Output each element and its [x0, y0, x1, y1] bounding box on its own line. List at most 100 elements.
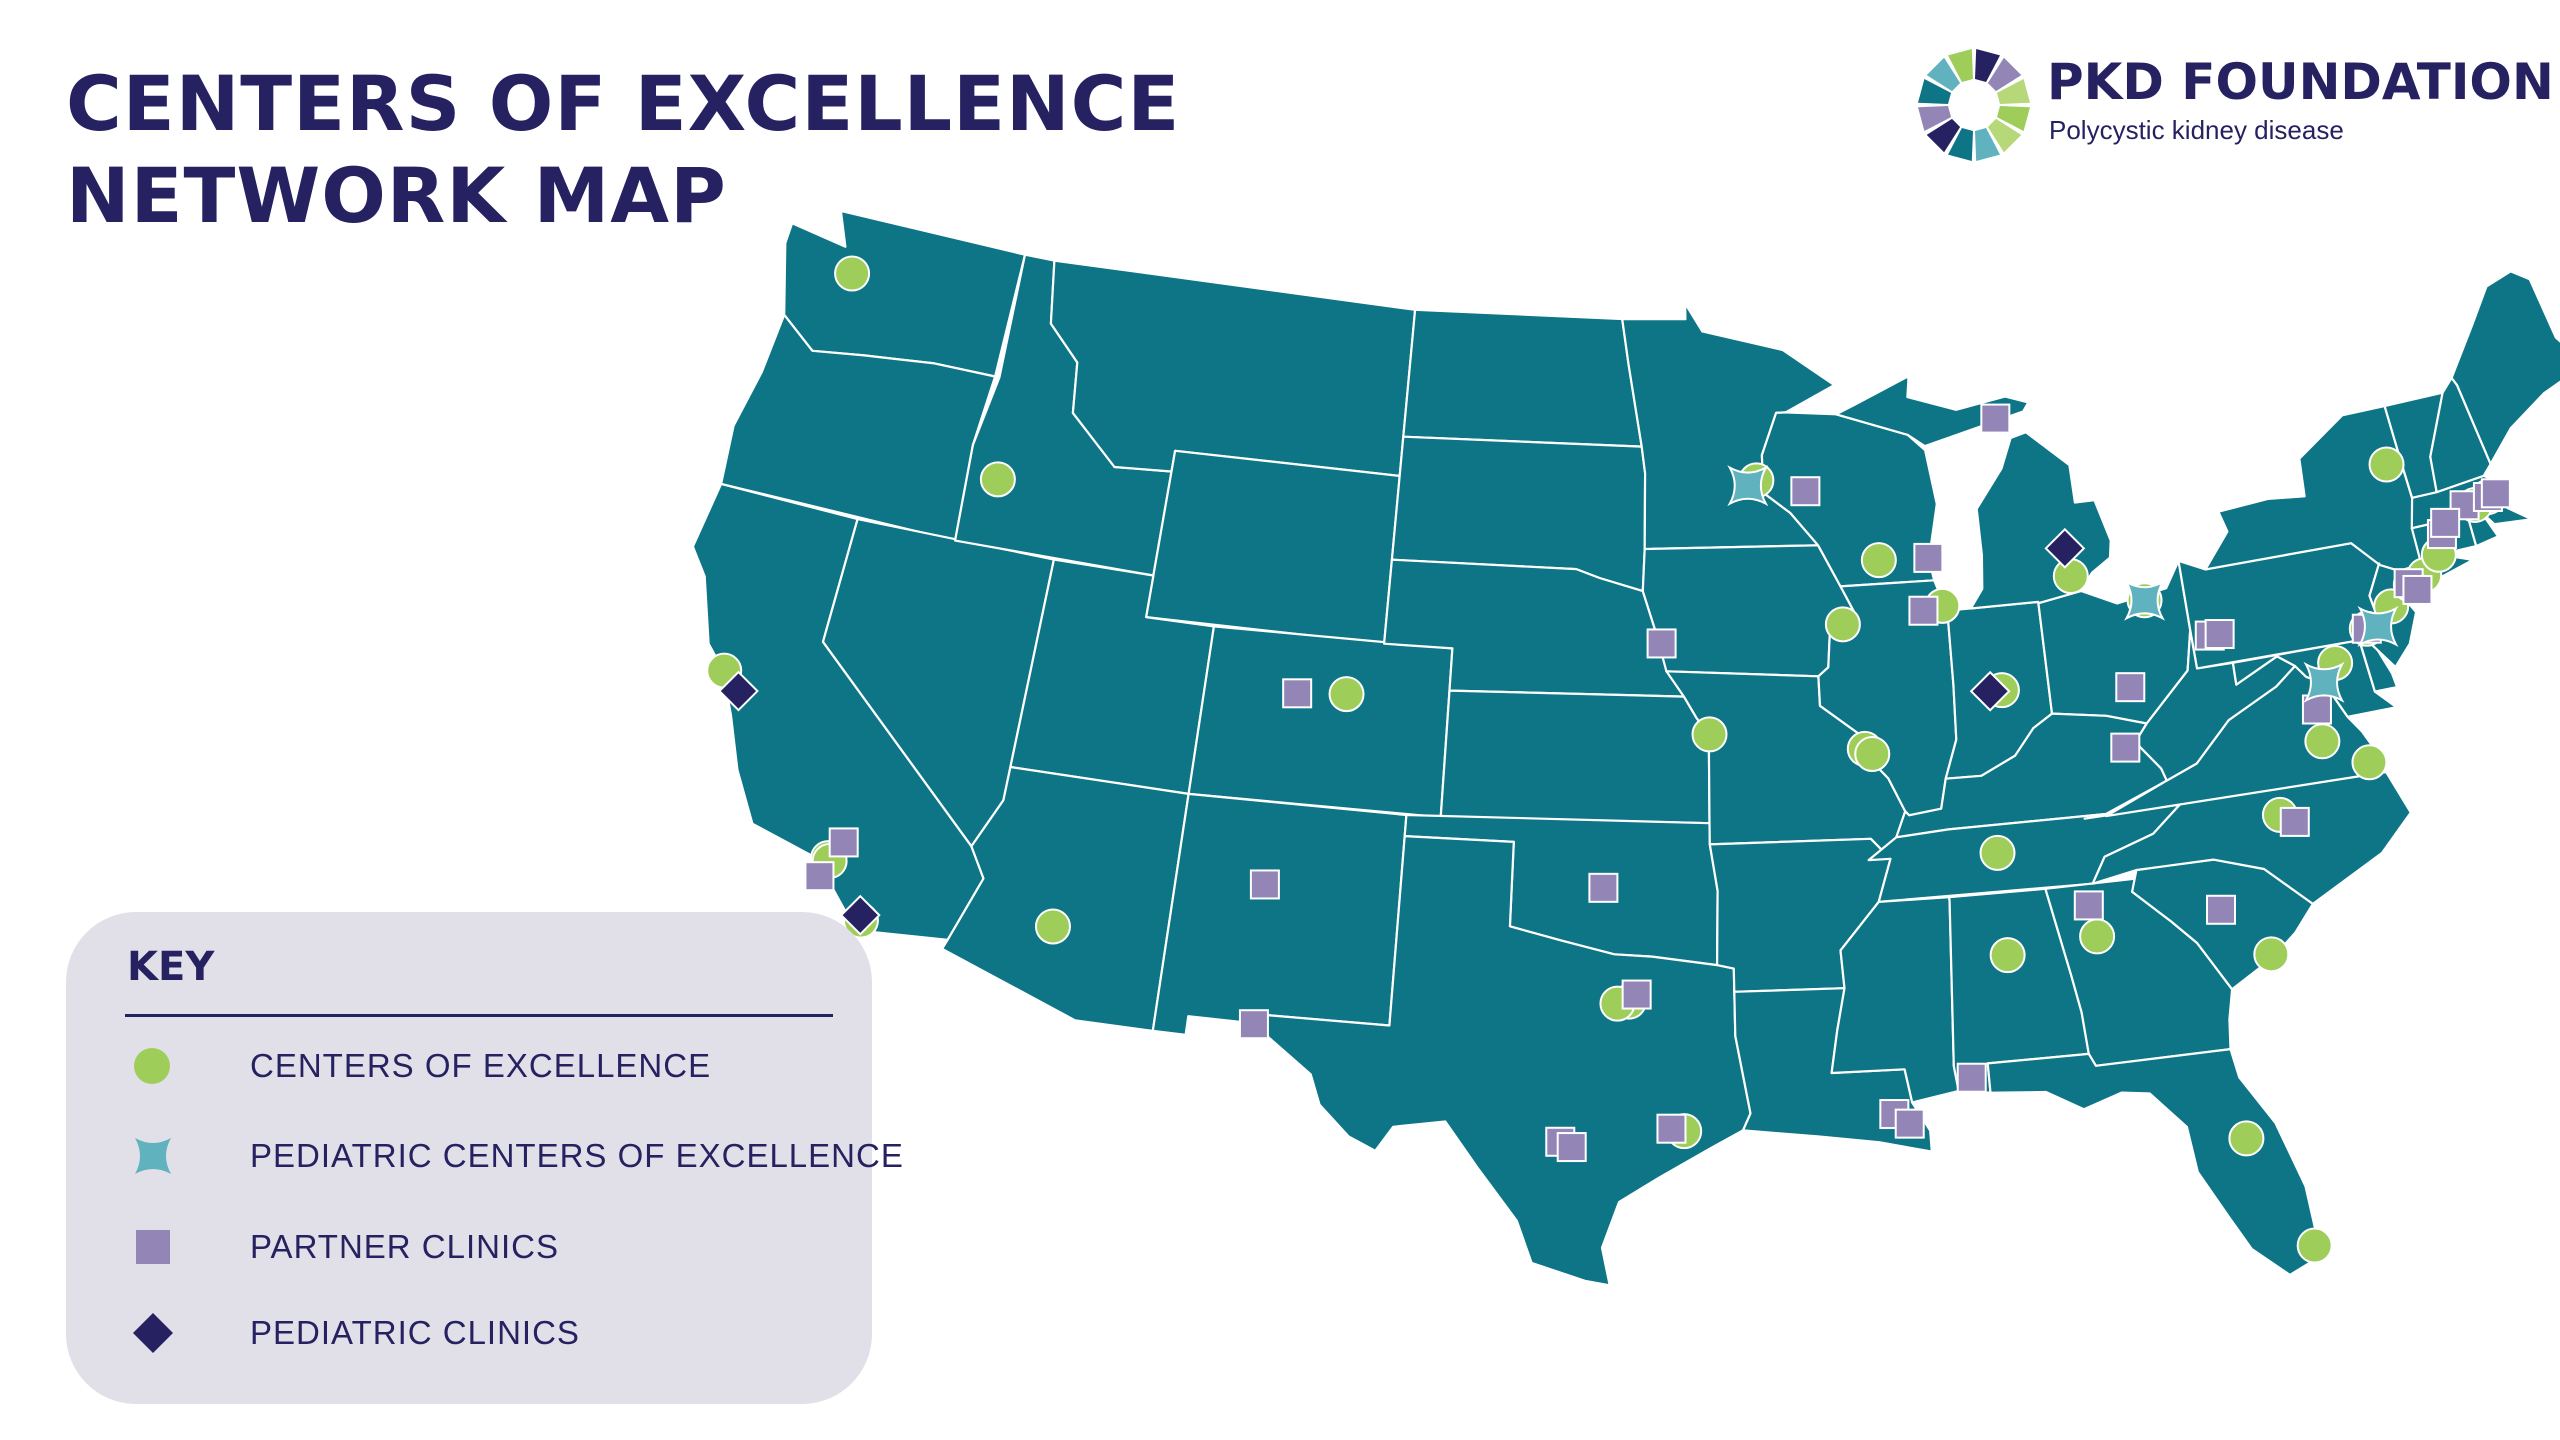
partner-clinic-marker	[2279, 806, 2310, 837]
map-key: KEY CENTERS OF EXCELLENCE PEDIATRIC CENT…	[66, 912, 903, 1404]
state-ks	[1439, 689, 1711, 825]
partner-clinic-marker	[2402, 574, 2433, 605]
center-of-excellence-marker	[2253, 936, 2290, 973]
partner-clinic-marker	[1980, 403, 2011, 434]
navy-diamond-icon	[133, 1313, 173, 1353]
key-item-centers: CENTERS OF EXCELLENCE	[128, 1041, 848, 1091]
pediatric-center-marker	[2124, 579, 2166, 621]
state-nd	[1402, 308, 1643, 448]
partner-clinic-marker	[1621, 979, 1652, 1010]
center-of-excellence-marker	[1989, 937, 2026, 974]
center-of-excellence-marker	[2368, 446, 2405, 483]
partner-clinic-marker	[1894, 1108, 1925, 1139]
key-label-pediatric-centers: PEDIATRIC CENTERS OF EXCELLENCE	[250, 1137, 904, 1174]
state-tx	[1249, 834, 1752, 1287]
partner-clinic-marker	[1956, 1062, 1987, 1093]
center-of-excellence-marker	[2296, 1227, 2333, 1264]
partner-clinic-marker	[2205, 894, 2236, 925]
pediatric-center-marker	[2357, 605, 2399, 647]
logo-wheel-segment	[1987, 118, 2022, 153]
logo-wheel-segment	[1975, 49, 2000, 82]
logo-wheel-segment	[1987, 57, 2022, 92]
center-of-excellence-marker	[1691, 716, 1728, 753]
logo-wheel-segment	[1975, 128, 2000, 161]
center-of-excellence-marker	[2228, 1120, 2265, 1157]
purple-square-icon	[136, 1230, 170, 1264]
title-line-2: NETWORK MAP	[66, 151, 727, 240]
state-nc	[2083, 770, 2412, 906]
state-me	[2450, 270, 2560, 466]
key-title: KEY	[127, 944, 215, 990]
states-layer	[691, 209, 2560, 1287]
partner-clinic-marker	[804, 861, 835, 892]
partner-clinic-marker	[1913, 542, 1944, 573]
center-of-excellence-marker	[834, 255, 871, 292]
key-label-centers: CENTERS OF EXCELLENCE	[250, 1047, 712, 1084]
partner-clinic-marker	[2115, 672, 2146, 703]
teal-star-icon	[135, 1138, 171, 1174]
title-line-1: CENTERS OF EXCELLENCE	[66, 59, 1181, 148]
key-item-partner-clinics: PARTNER CLINICS	[128, 1222, 848, 1272]
key-item-pediatric-centers: PEDIATRIC CENTERS OF EXCELLENCE	[128, 1131, 903, 1181]
pediatric-clinic-marker	[2044, 527, 2086, 569]
partner-clinic-marker	[1646, 628, 1677, 659]
pediatric-clinic-marker	[718, 670, 759, 712]
pediatric-center-marker	[1727, 465, 1769, 507]
logo-wheel-segment	[1918, 106, 1951, 131]
logo-wheel-segment	[1926, 118, 1961, 153]
state-wy	[1144, 449, 1401, 645]
partner-clinic-marker	[2430, 507, 2461, 538]
logo-name: PKD FOUNDATION	[2047, 53, 2554, 111]
pediatric-clinic-marker	[839, 894, 881, 936]
center-of-excellence-marker	[2304, 723, 2341, 760]
logo-wheel-segment	[1918, 79, 1951, 104]
center-of-excellence-marker	[1328, 676, 1365, 713]
center-of-excellence-marker	[1854, 735, 1891, 772]
partner-clinic-marker	[1790, 476, 1821, 507]
logo-wheel-segment	[1997, 106, 2030, 131]
logo-wheel-icon	[1918, 49, 2030, 161]
page-title: CENTERS OF EXCELLENCE NETWORK MAP	[66, 58, 1180, 242]
center-of-excellence-marker	[2079, 918, 2116, 955]
center-of-excellence-marker	[1860, 542, 1897, 579]
green-circle-icon	[134, 1048, 170, 1084]
partner-clinic-marker	[1588, 872, 1619, 903]
center-of-excellence-marker	[1824, 606, 1861, 643]
logo-wheel-segment	[1948, 49, 1973, 82]
logo-tagline: Polycystic kidney disease	[2049, 115, 2344, 145]
center-of-excellence-marker	[1034, 908, 1071, 945]
key-divider	[125, 1014, 833, 1017]
partner-clinic-marker	[1656, 1113, 1687, 1144]
logo-wheel-segment	[1948, 128, 1973, 161]
logo-wheel-segment	[1997, 79, 2030, 104]
partner-clinic-marker	[828, 827, 859, 858]
key-label-partner-clinics: PARTNER CLINICS	[250, 1228, 560, 1265]
key-label-pediatric-clinics: PEDIATRIC CLINICS	[250, 1314, 580, 1351]
pediatric-clinic-marker	[1969, 670, 2011, 712]
center-of-excellence-marker	[2052, 558, 2089, 595]
state-mt	[1049, 259, 1417, 477]
markers-layer	[706, 255, 2511, 1264]
center-of-excellence-marker	[1979, 834, 2016, 871]
state-nm	[1151, 792, 1408, 1037]
partner-clinic-marker	[1556, 1132, 1587, 1163]
center-of-excellence-marker	[979, 461, 1016, 498]
partner-clinic-marker	[2204, 619, 2235, 650]
state-miu	[1834, 375, 2030, 448]
pediatric-center-marker	[2303, 661, 2345, 703]
partner-clinic-marker	[1908, 595, 1939, 626]
partner-clinic-marker	[1238, 1009, 1269, 1040]
state-co	[1187, 625, 1454, 819]
state-mi	[1969, 431, 2112, 610]
partner-clinic-marker	[1282, 678, 1313, 709]
logo-wheel-segment	[1926, 57, 1961, 92]
state-fl	[1986, 1047, 2318, 1277]
partner-clinic-marker	[2110, 732, 2141, 763]
partner-clinic-marker	[2480, 478, 2511, 509]
center-of-excellence-marker	[2351, 744, 2388, 781]
pkd-foundation-logo: PKD FOUNDATION Polycystic kidney disease	[1915, 46, 2554, 164]
partner-clinic-marker	[1249, 869, 1280, 900]
key-item-pediatric-clinics: PEDIATRIC CLINICS	[128, 1308, 848, 1358]
partner-clinic-marker	[2073, 890, 2104, 921]
